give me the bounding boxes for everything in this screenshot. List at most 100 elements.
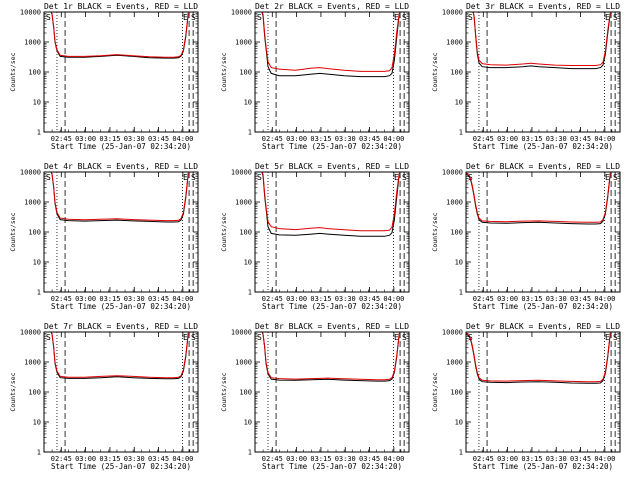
x-tick-label: 03:30 bbox=[124, 295, 145, 303]
lld-line bbox=[50, 332, 189, 379]
events-line bbox=[261, 12, 400, 78]
plot-frame bbox=[465, 171, 621, 293]
y-tick-label: 1000 bbox=[446, 359, 463, 367]
lld-line bbox=[261, 332, 400, 381]
panel-title: Det 6r BLACK = Events, RED = LLD bbox=[466, 162, 620, 171]
y-tick-label: 1 bbox=[37, 129, 41, 137]
y-tick-label: 1 bbox=[459, 449, 463, 457]
start-marker: S bbox=[46, 13, 51, 22]
y-tick-label: 1 bbox=[37, 449, 41, 457]
y-tick-label: 1000 bbox=[446, 199, 463, 207]
x-tick-label: 04:00 bbox=[383, 455, 404, 463]
x-tick-label: 03:30 bbox=[546, 455, 567, 463]
x-tick-label: 03:00 bbox=[497, 295, 518, 303]
y-tick-label: 1 bbox=[459, 289, 463, 297]
events-line bbox=[261, 172, 400, 237]
y-tick-label: 100 bbox=[239, 389, 252, 397]
y-tick-label: 1000 bbox=[235, 39, 252, 47]
start-marker-2: S bbox=[402, 333, 407, 342]
y-tick-label: 10 bbox=[244, 419, 252, 427]
start-marker-2: S bbox=[613, 173, 618, 182]
y-tick-label: 100 bbox=[28, 69, 41, 77]
y-tick-label: 10 bbox=[455, 419, 463, 427]
x-tick-label: 03:45 bbox=[148, 135, 169, 143]
x-tick-label: 03:00 bbox=[286, 295, 307, 303]
plot-frame bbox=[43, 331, 199, 453]
x-tick-label: 04:00 bbox=[172, 135, 193, 143]
x-tick-label: 03:00 bbox=[497, 455, 518, 463]
lld-line bbox=[472, 12, 611, 66]
x-tick-label: 03:15 bbox=[99, 295, 120, 303]
y-tick-label: 10 bbox=[455, 259, 463, 267]
y-tick-label: 1000 bbox=[446, 39, 463, 47]
y-axis-label: Counts/sec bbox=[9, 372, 17, 411]
y-tick-label: 100 bbox=[28, 389, 41, 397]
y-tick-label: 100 bbox=[450, 229, 463, 237]
x-tick-label: 03:15 bbox=[521, 295, 542, 303]
start-marker: S bbox=[257, 333, 262, 342]
panel-det-1: Det 1r BLACK = Events, RED = LLD 1 10 100 10… bbox=[9, 2, 199, 151]
x-tick-label: 03:45 bbox=[570, 295, 591, 303]
y-tick-label: 10000 bbox=[231, 169, 252, 177]
start-marker: S bbox=[46, 173, 51, 182]
y-tick-label: 10 bbox=[33, 259, 41, 267]
y-tick-label: 10000 bbox=[20, 329, 41, 337]
plot-frame bbox=[254, 11, 410, 133]
panel-det-7: Det 7r BLACK = Events, RED = LLD 1 10 100 10… bbox=[9, 322, 199, 471]
x-tick-label: 03:30 bbox=[335, 455, 356, 463]
events-line bbox=[466, 173, 611, 225]
events-line bbox=[261, 332, 400, 382]
y-tick-label: 100 bbox=[239, 229, 252, 237]
end-marker: E bbox=[183, 333, 188, 342]
x-tick-label: 03:15 bbox=[310, 135, 331, 143]
x-tick-label: 02:45 bbox=[262, 455, 283, 463]
y-tick-label: 1000 bbox=[235, 359, 252, 367]
x-axis-label: Start Time (25-Jan-07 02:34:20) bbox=[51, 462, 191, 471]
y-tick-label: 10000 bbox=[231, 329, 252, 337]
x-tick-label: 03:15 bbox=[521, 135, 542, 143]
x-tick-label: 03:00 bbox=[75, 135, 96, 143]
y-tick-label: 10000 bbox=[20, 9, 41, 17]
start-marker-2: S bbox=[613, 333, 618, 342]
plot-frame bbox=[465, 11, 621, 133]
x-tick-label: 03:00 bbox=[75, 455, 96, 463]
y-axis-label: Counts/sec bbox=[431, 52, 439, 91]
events-line bbox=[466, 333, 611, 384]
x-tick-label: 04:00 bbox=[172, 455, 193, 463]
x-tick-label: 03:30 bbox=[124, 135, 145, 143]
end-marker: E bbox=[394, 13, 399, 22]
panel-title: Det 2r BLACK = Events, RED = LLD bbox=[255, 2, 409, 11]
y-tick-label: 100 bbox=[450, 69, 463, 77]
panel-det-4: Det 4r BLACK = Events, RED = LLD 1 10 100 10… bbox=[9, 162, 199, 311]
start-marker-2: S bbox=[191, 173, 196, 182]
y-tick-label: 10 bbox=[455, 99, 463, 107]
y-tick-label: 10000 bbox=[20, 169, 41, 177]
start-marker-2: S bbox=[613, 13, 618, 22]
lld-line bbox=[261, 12, 400, 72]
x-tick-label: 03:15 bbox=[99, 455, 120, 463]
start-marker-2: S bbox=[191, 333, 196, 342]
x-axis-label: Start Time (25-Jan-07 02:34:20) bbox=[473, 302, 613, 311]
end-marker: E bbox=[605, 13, 610, 22]
x-axis-label: Start Time (25-Jan-07 02:34:20) bbox=[473, 462, 613, 471]
x-tick-label: 04:00 bbox=[383, 135, 404, 143]
y-tick-label: 1000 bbox=[235, 199, 252, 207]
x-tick-label: 03:00 bbox=[286, 455, 307, 463]
y-axis-label: Counts/sec bbox=[220, 212, 228, 251]
panel-det-5: Det 5r BLACK = Events, RED = LLD 1 10 100 10… bbox=[220, 162, 410, 311]
y-tick-label: 1000 bbox=[24, 359, 41, 367]
y-tick-label: 100 bbox=[28, 229, 41, 237]
panel-title: Det 7r BLACK = Events, RED = LLD bbox=[44, 322, 198, 331]
end-marker: E bbox=[605, 173, 610, 182]
end-marker: E bbox=[605, 333, 610, 342]
lld-line bbox=[466, 172, 611, 223]
events-line bbox=[50, 12, 189, 59]
end-marker: E bbox=[183, 13, 188, 22]
y-tick-label: 10000 bbox=[442, 9, 463, 17]
x-tick-label: 03:15 bbox=[310, 295, 331, 303]
x-tick-label: 02:45 bbox=[51, 295, 72, 303]
start-marker-2: S bbox=[402, 13, 407, 22]
x-axis-label: Start Time (25-Jan-07 02:34:20) bbox=[262, 462, 402, 471]
events-line bbox=[50, 172, 189, 223]
x-tick-label: 03:45 bbox=[148, 295, 169, 303]
